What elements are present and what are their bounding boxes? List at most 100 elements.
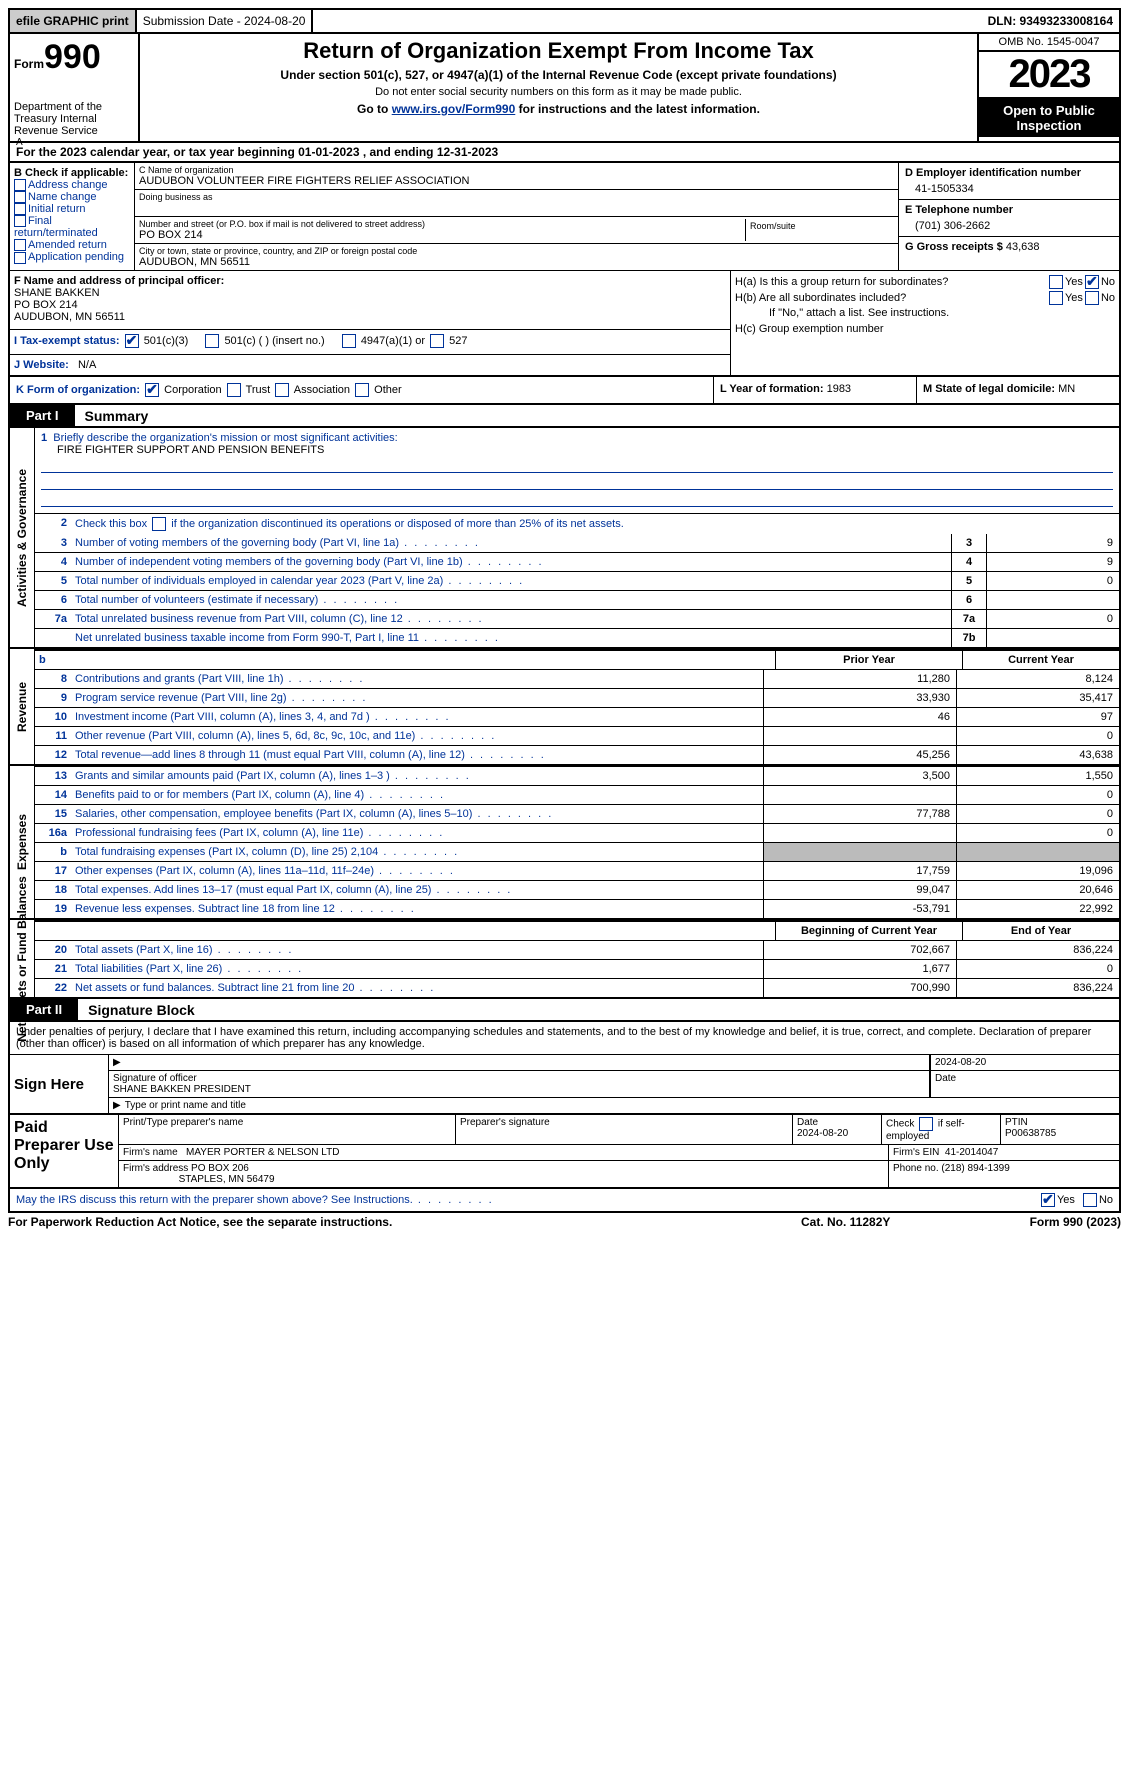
prior-value: 17,759 [763,862,956,880]
current-value: 0 [956,786,1119,804]
penalties-text: Under penalties of perjury, I declare th… [8,1022,1121,1054]
box-f: F Name and address of principal officer:… [10,271,731,375]
chk-corp[interactable] [145,383,159,397]
prep-sig-label: Preparer's signature [456,1115,793,1144]
name-title-label: Type or print name and title [109,1098,250,1113]
chk-final-return[interactable]: Final return/terminated [14,215,130,239]
line-desc: Total fundraising expenses (Part IX, col… [71,843,763,861]
section-bcde: B Check if applicable: Address change Na… [8,163,1121,270]
prep-name-label: Print/Type preparer's name [119,1115,456,1144]
chk-name-change[interactable]: Name change [14,191,130,203]
current-value: 8,124 [956,670,1119,688]
hb-label: H(b) Are all subordinates included? [735,292,1047,304]
prior-value [763,824,956,842]
ha-yes[interactable] [1049,275,1063,289]
line-desc: Grants and similar amounts paid (Part IX… [71,767,763,785]
state-domicile: MN [1058,383,1075,395]
line-desc: Benefits paid to or for members (Part IX… [71,786,763,804]
prior-value: 3,500 [763,767,956,785]
phone-value: (701) 306-2662 [905,216,1113,232]
chk-assoc[interactable] [275,383,289,397]
current-value: 97 [956,708,1119,726]
line-desc: Other expenses (Part IX, column (A), lin… [71,862,763,880]
current-value: 19,096 [956,862,1119,880]
period-line: A For the 2023 calendar year, or tax yea… [8,143,1121,163]
mission-value: FIRE FIGHTER SUPPORT AND PENSION BENEFIT… [41,444,324,456]
current-value [956,843,1119,861]
cat-no: Cat. No. 11282Y [801,1215,981,1229]
form-header: Form990 Department of the Treasury Inter… [8,34,1121,143]
prep-date: 2024-08-20 [797,1128,848,1139]
current-value: 20,646 [956,881,1119,899]
chk-application-pending[interactable]: Application pending [14,251,130,263]
chk-address-change[interactable]: Address change [14,179,130,191]
current-value: 836,224 [956,941,1119,959]
org-name: AUDUBON VOLUNTEER FIRE FIGHTERS RELIEF A… [139,175,894,187]
prior-value [763,843,956,861]
hb-no[interactable] [1085,291,1099,305]
firm-name: MAYER PORTER & NELSON LTD [186,1147,339,1158]
paid-preparer: Paid Preparer Use Only Print/Type prepar… [8,1115,1121,1189]
hb-note: If "No," attach a list. See instructions… [735,307,1115,319]
irs-link[interactable]: www.irs.gov/Form990 [392,102,516,116]
chk-amended-return[interactable]: Amended return [14,239,130,251]
city-label: City or town, state or province, country… [139,246,894,256]
firm-ein: 41-2014047 [945,1147,998,1158]
discuss-line: May the IRS discuss this return with the… [8,1189,1121,1213]
line-desc: Program service revenue (Part VIII, line… [71,689,763,707]
gross-value: 43,638 [1006,241,1040,253]
hb-yes[interactable] [1049,291,1063,305]
current-value: 1,550 [956,767,1119,785]
prior-value: 45,256 [763,746,956,764]
box-b: B Check if applicable: Address change Na… [10,163,135,270]
chk-other[interactable] [355,383,369,397]
line-desc: Contributions and grants (Part VIII, lin… [71,670,763,688]
prior-value [763,786,956,804]
chk-501c[interactable] [205,334,219,348]
begin-year-header: Beginning of Current Year [775,922,962,940]
sign-date: 2024-08-20 [930,1055,1119,1070]
addr-value: PO BOX 214 [139,229,745,241]
top-bar: efile GRAPHIC print Submission Date - 20… [8,8,1121,34]
ha-no[interactable] [1085,275,1099,289]
goto-line: Go to www.irs.gov/Form990 for instructio… [148,102,969,116]
chk-discontinued[interactable] [152,517,166,531]
prior-year-header: Prior Year [775,651,962,669]
discuss-yes[interactable] [1041,1193,1055,1207]
chk-trust[interactable] [227,383,241,397]
summary-line: Total unrelated business revenue from Pa… [71,610,951,628]
officer-signed: SHANE BAKKEN PRESIDENT [113,1084,251,1095]
chk-501c3[interactable] [125,334,139,348]
current-value: 43,638 [956,746,1119,764]
footer: For Paperwork Reduction Act Notice, see … [8,1213,1121,1229]
room-label: Room/suite [750,221,890,231]
summary-value: 9 [986,534,1119,552]
activities-governance: Activities & Governance 1 Briefly descri… [8,428,1121,649]
discuss-no[interactable] [1083,1193,1097,1207]
prior-value: 1,677 [763,960,956,978]
website-label: J Website: [14,359,69,371]
current-value: 0 [956,727,1119,745]
netassets-section: Net Assets or Fund Balances Beginning of… [8,920,1121,999]
firm-addr2: STAPLES, MN 56479 [179,1174,275,1185]
chk-initial-return[interactable]: Initial return [14,203,130,215]
efile-print-button[interactable]: efile GRAPHIC print [10,10,137,32]
chk-4947[interactable] [342,334,356,348]
chk-self-employed[interactable] [919,1117,933,1131]
summary-line: Total number of individuals employed in … [71,572,951,590]
current-value: 836,224 [956,979,1119,997]
prior-value: 11,280 [763,670,956,688]
prior-value: 46 [763,708,956,726]
open-inspection: Open to Public Inspection [979,99,1119,137]
section-fh: F Name and address of principal officer:… [8,270,1121,377]
current-value: 35,417 [956,689,1119,707]
ein-value: 41-1505334 [905,179,1113,195]
summary-value: 0 [986,610,1119,628]
current-value: 0 [956,805,1119,823]
submission-date: Submission Date - 2024-08-20 [137,10,314,32]
summary-value: 0 [986,572,1119,590]
line-desc: Total liabilities (Part X, line 26) [71,960,763,978]
chk-527[interactable] [430,334,444,348]
prior-value: 33,930 [763,689,956,707]
dept-treasury: Department of the Treasury Internal Reve… [14,101,134,137]
